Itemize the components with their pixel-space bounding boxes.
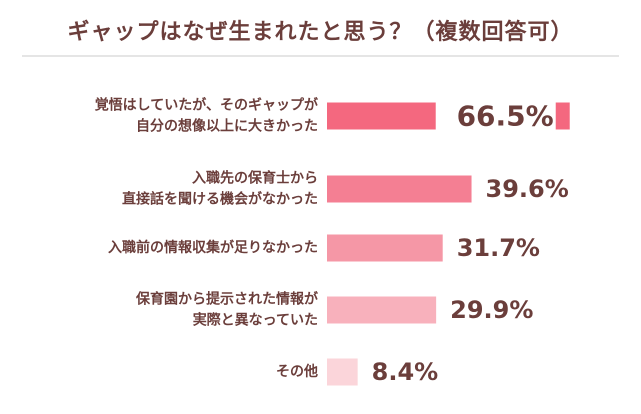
value-label-plate-1: [435, 101, 556, 131]
value-label-5: 8.4%: [372, 358, 439, 386]
value-label-1: 66.5%: [457, 100, 554, 133]
category-label-4-line-1: 保育園から提示された情報が: [135, 291, 319, 308]
category-label-2-line-2: 直接話を聞ける機会がなかった: [122, 191, 318, 208]
value-label-3: 31.7%: [457, 234, 540, 262]
bar-2: [327, 175, 472, 203]
category-label-1-line-1: 覚悟はしていたが、そのギャップが: [95, 97, 319, 114]
chart-title: ギャップはなぜ生まれたと思う？（複数回答可）: [67, 20, 574, 45]
category-label-2-line-1: 入職先の保育士から: [192, 170, 318, 187]
bar-3: [327, 234, 443, 262]
value-label-2: 39.6%: [486, 175, 569, 203]
category-label-1-line-2: 自分の想像以上に大きかった: [136, 118, 318, 135]
bar-4: [327, 296, 437, 324]
category-label-3-line-1: 入職前の情報収集が足りなかった: [108, 239, 318, 256]
title-divider: [22, 55, 619, 57]
category-label-5-line-1: その他: [276, 363, 318, 380]
category-label-4-line-2: 実際と異なっていた: [193, 312, 318, 329]
value-label-4: 29.9%: [450, 296, 533, 324]
bar-5: [327, 358, 358, 386]
